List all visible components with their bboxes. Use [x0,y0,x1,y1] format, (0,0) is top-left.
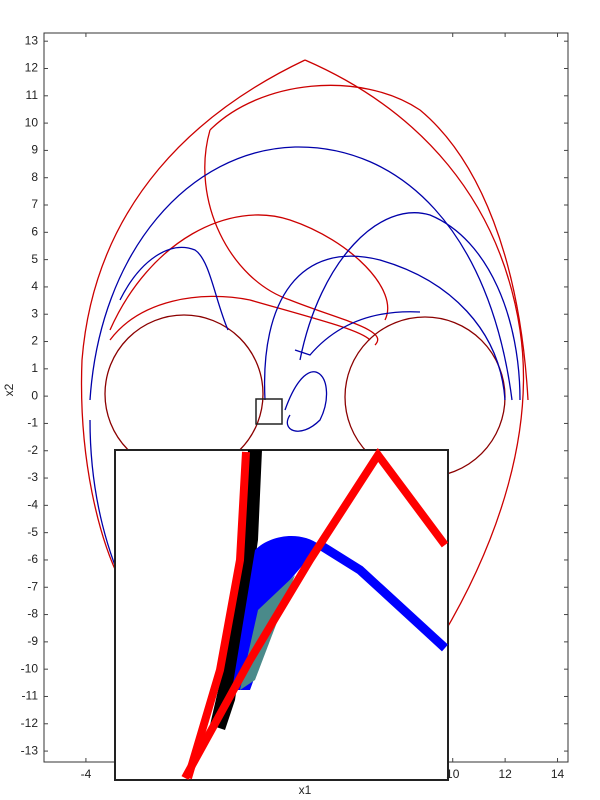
y-tick-label: -9 [27,634,38,648]
blue-curve [294,311,421,356]
trajectories [80,59,529,641]
y-tick-label: 1 [31,361,38,375]
y-tick-label: 4 [31,279,38,293]
red-curve [109,295,371,341]
red-curve [204,129,379,346]
y-tick-label: 2 [31,334,38,348]
red-curve [304,59,525,641]
y-tick-label: 7 [31,197,38,211]
blue-curve [89,146,513,401]
y-tick-label: -12 [21,716,39,730]
y-tick-label: -1 [27,416,38,430]
y-tick-label: -2 [27,443,38,457]
y-tick-label: 13 [25,33,39,47]
y-tick-label: -6 [27,552,38,566]
inset-blue-curve [317,541,449,652]
y-tick-label: -3 [27,470,38,484]
y-axis-label: x2 [2,383,16,396]
blue-curve [263,255,506,401]
y-tick-label: -8 [27,607,38,621]
y-tick-label: 12 [25,61,39,75]
inset-red-curve [184,451,250,780]
y-tick-label: 3 [31,306,38,320]
inset-red-curve [181,447,449,780]
y-tick-label: 0 [31,388,38,402]
blue-curve [119,246,229,331]
y-tick-label: 5 [31,252,38,266]
x-axis-label: x1 [299,783,312,797]
y-tick-label: 9 [31,143,38,157]
red-curve [209,84,529,401]
y-tick-label: -13 [21,743,39,757]
x-tick-label: 12 [498,767,512,781]
y-tick-label: -10 [21,661,39,675]
y-tick-label: 10 [25,115,39,129]
blue-curve [284,371,328,432]
inset [114,447,449,781]
blue-curve [299,212,521,401]
zoom-box [255,398,283,425]
y-tick-label: -11 [22,689,39,703]
y-tick-label: 6 [31,224,38,238]
y-tick-label: -7 [27,579,38,593]
x-tick-label: -4 [81,767,92,781]
x-tick-label: 10 [446,767,460,781]
red-curve [80,59,306,581]
y-tick-label: -4 [27,498,38,512]
y-tick-label: 11 [26,88,39,102]
y-tick-label: -5 [27,525,38,539]
y-tick-label: 8 [31,170,38,184]
red-curve [109,214,389,331]
x-tick-label: 14 [551,767,565,781]
